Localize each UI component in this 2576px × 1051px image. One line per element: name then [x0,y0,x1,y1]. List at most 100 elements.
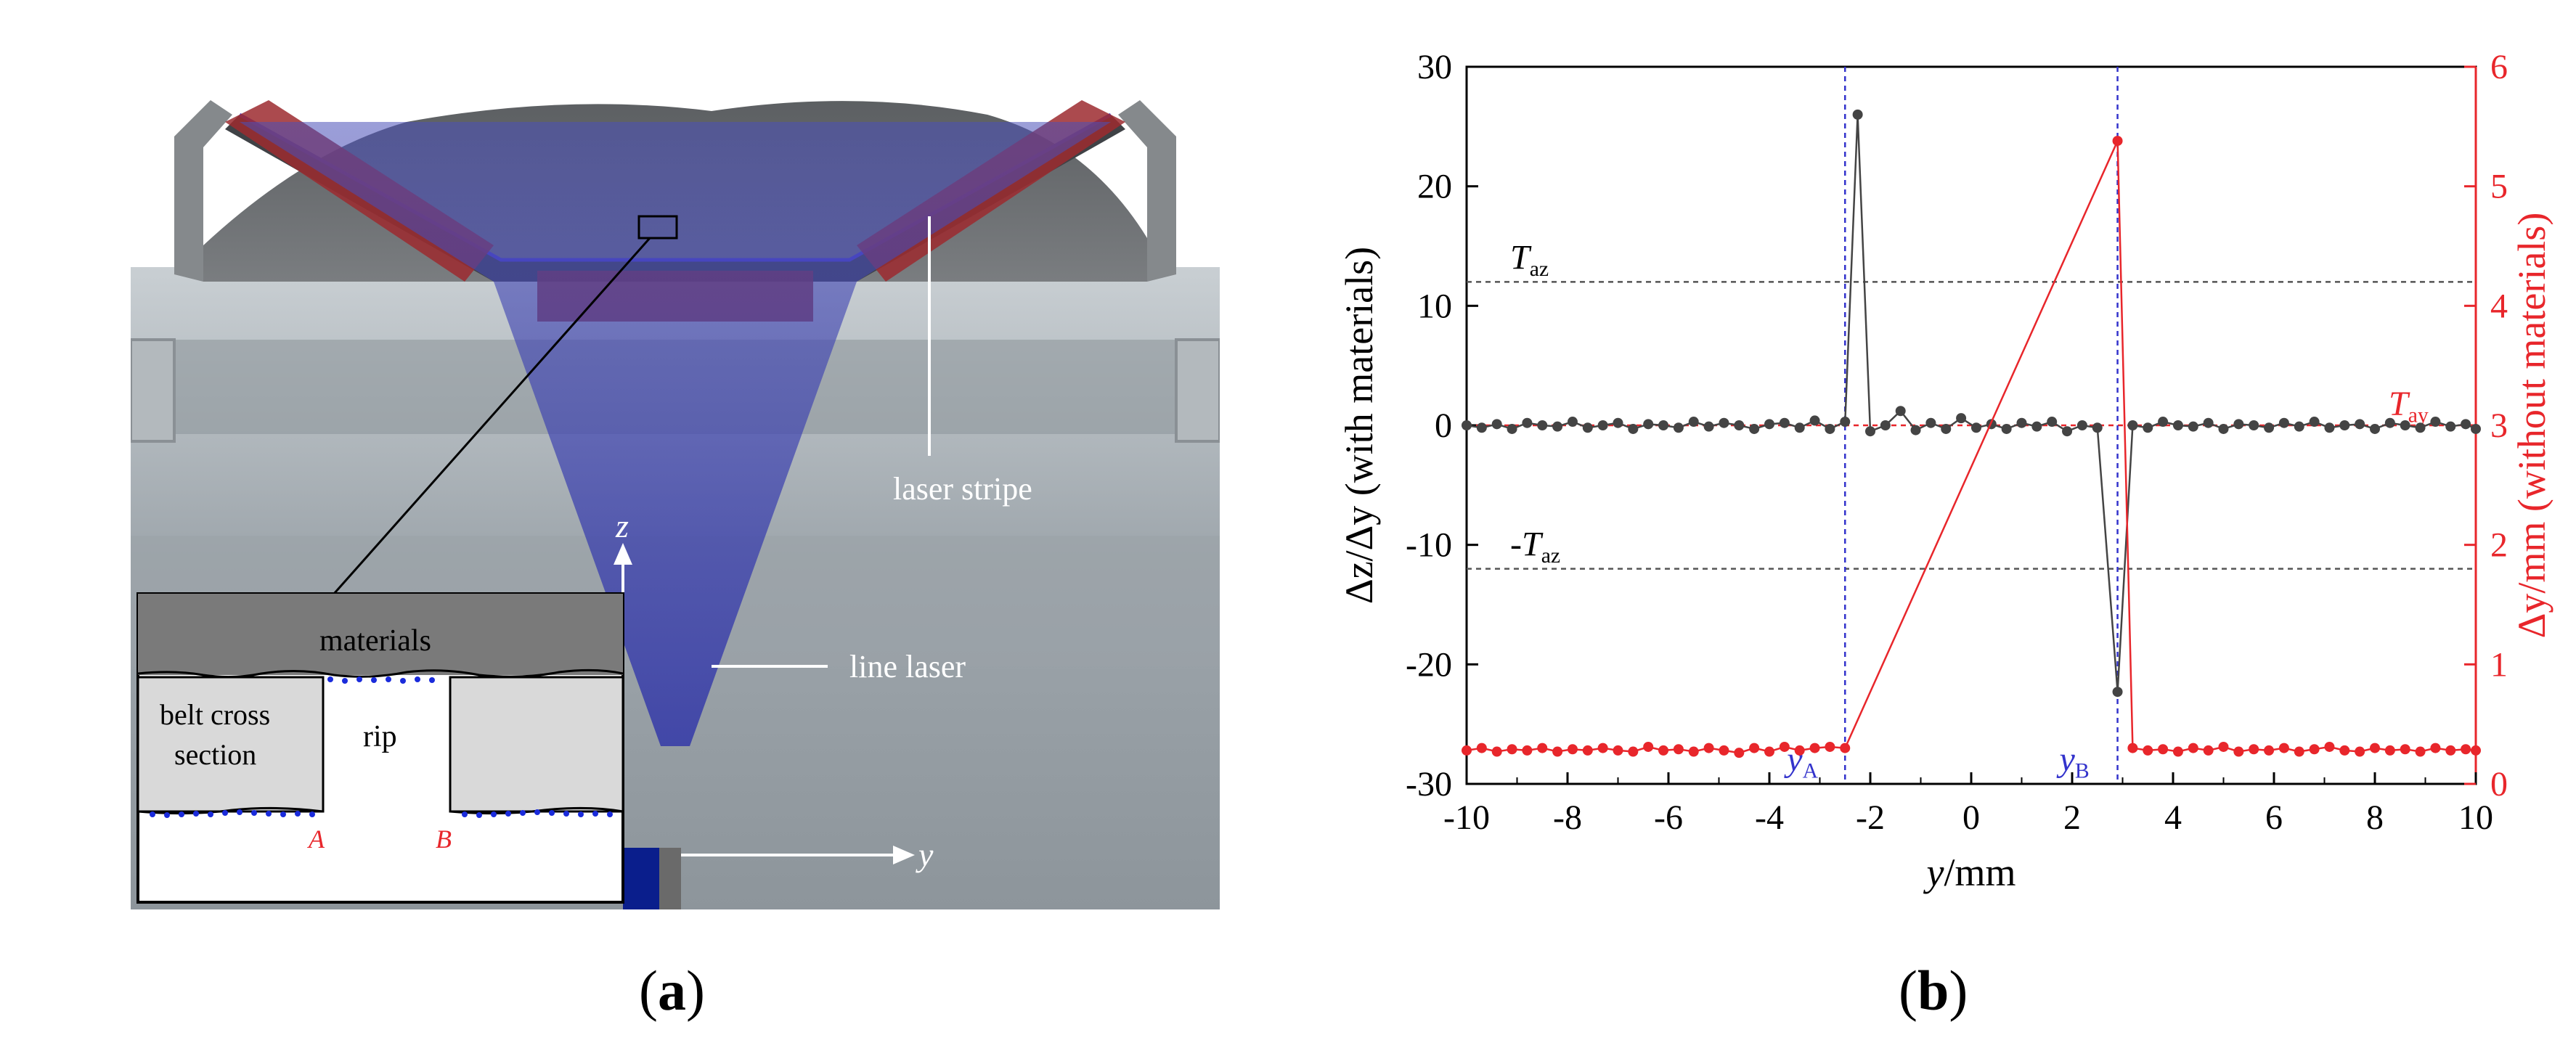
threshold-label: Tay [2389,385,2429,428]
point-with-materials [1537,420,1548,430]
point-without-materials [1537,743,1548,753]
point-without-materials [2143,745,2153,756]
point-with-materials [2339,420,2350,430]
point-with-materials [2031,421,2042,432]
point-without-materials [1749,743,1760,753]
point-with-materials [1613,417,1623,428]
rip-label: rip [363,720,397,753]
point-with-materials [2158,417,2169,428]
point-with-materials [1925,417,1936,428]
point-without-materials [2233,746,2244,757]
point-with-materials [1507,423,1517,434]
point-without-materials [1794,745,1805,756]
x-tick-label: 8 [2366,798,2384,837]
point-with-materials [2264,422,2275,433]
point-without-materials [2172,746,2183,757]
y-right-tick-label: 2 [2490,526,2508,565]
point-without-materials [2112,136,2123,147]
point-with-materials [1825,423,1835,434]
belt-cross-label-line2: section [174,738,256,771]
point-without-materials [2249,744,2259,755]
point-without-materials [2461,744,2471,755]
point-with-materials [1865,426,1875,437]
point-without-materials [2445,745,2456,756]
point-with-materials [1552,421,1563,432]
caption-a: (a) [639,959,705,1022]
point-with-materials [2092,422,2103,433]
point-with-materials [1970,422,1981,433]
cross-section-inset: materials belt cross section rip [136,592,624,904]
point-with-materials [2355,419,2365,430]
point-with-materials [1852,109,1863,120]
point-with-materials [2172,420,2183,430]
point-with-materials [1522,417,1533,428]
x-tick-label: -6 [1654,798,1683,837]
point-with-materials [1658,420,1669,430]
laser-stripe-label: laser stripe [893,471,1032,507]
y-left-tick-label: -20 [1406,645,1452,684]
point-with-materials [2047,417,2058,428]
point-with-materials [1673,422,1684,433]
point-with-materials [2415,422,2426,433]
point-with-materials [1582,422,1593,433]
y-axis-label: y [916,836,934,873]
point-with-materials [2127,420,2138,430]
y-right-tick-label: 1 [2490,645,2508,684]
point-without-materials [1719,745,1729,756]
y-left-tick-label: -10 [1406,526,1452,565]
panel-a-illustration: laser stripe line laser z y materials be… [129,93,1221,909]
y-left-tick-label: 30 [1417,48,1452,86]
point-without-materials [2400,744,2410,755]
y-right-tick-label: 3 [2490,406,2508,445]
point-without-materials [1688,746,1699,757]
point-without-materials [1734,748,1745,758]
point-without-materials [2415,746,2426,757]
x-tick-label: 6 [2265,798,2283,837]
x-axis-title: y/mm [1923,851,2016,894]
x-tick-label: 0 [1962,798,1980,837]
z-axis-label: z [615,507,629,544]
point-without-materials [2264,745,2275,756]
point-with-materials [1880,420,1891,430]
point-with-materials [2309,417,2320,428]
y-right-tick-label: 5 [2490,168,2508,206]
point-without-materials [1809,743,1820,753]
left-frame [174,100,232,282]
point-without-materials [1764,746,1774,757]
point-with-materials [2370,423,2380,434]
point-without-materials [2294,746,2304,757]
point-with-materials [2278,417,2289,428]
line-laser-label: line laser [849,649,966,684]
point-with-materials [1703,421,1714,432]
point-b-label: B [436,825,452,854]
x-tick-label: -4 [1755,798,1784,837]
materials-label: materials [319,624,431,658]
x-tick-label: 2 [2063,798,2081,837]
point-with-materials [1910,425,1921,435]
point-without-materials [2203,745,2214,756]
point-with-materials [1809,415,1820,426]
x-tick-label: 4 [2164,798,2182,837]
point-with-materials [1719,417,1729,428]
point-without-materials [1507,744,1517,755]
point-with-materials [2112,687,2123,698]
y-left-tick-label: 10 [1417,287,1452,325]
point-without-materials [1658,745,1669,756]
point-without-materials [1476,743,1487,753]
point-without-materials [1703,743,1714,753]
point-without-materials [1582,745,1593,756]
y-right-tick-label: 4 [2490,287,2508,325]
point-without-materials [2384,745,2395,756]
panel-b-chart: -10 -8 -6 -4 -2 0 2 4 6 8 10 30 20 10 0 -10 -20 -30 6 5 4 3 2 1… [1321,36,2556,958]
zoom-box [637,215,678,240]
y-right-axis-title: Δy/mm (without materials) [2510,213,2553,639]
point-with-materials [1476,422,1487,433]
dual-axis-chart: -10 -8 -6 -4 -2 0 2 4 6 8 103020100-10-20-30654321… [1337,48,2553,894]
y-left-tick-label: 20 [1417,168,1452,206]
point-with-materials [2400,420,2410,430]
threshold-label: -Taz [1510,526,1560,568]
point-with-materials [1628,423,1639,434]
y-left-axis-title: Δz/Δy (with materials) [1337,247,1381,604]
point-with-materials [1956,413,1967,424]
point-with-materials [2461,419,2471,430]
